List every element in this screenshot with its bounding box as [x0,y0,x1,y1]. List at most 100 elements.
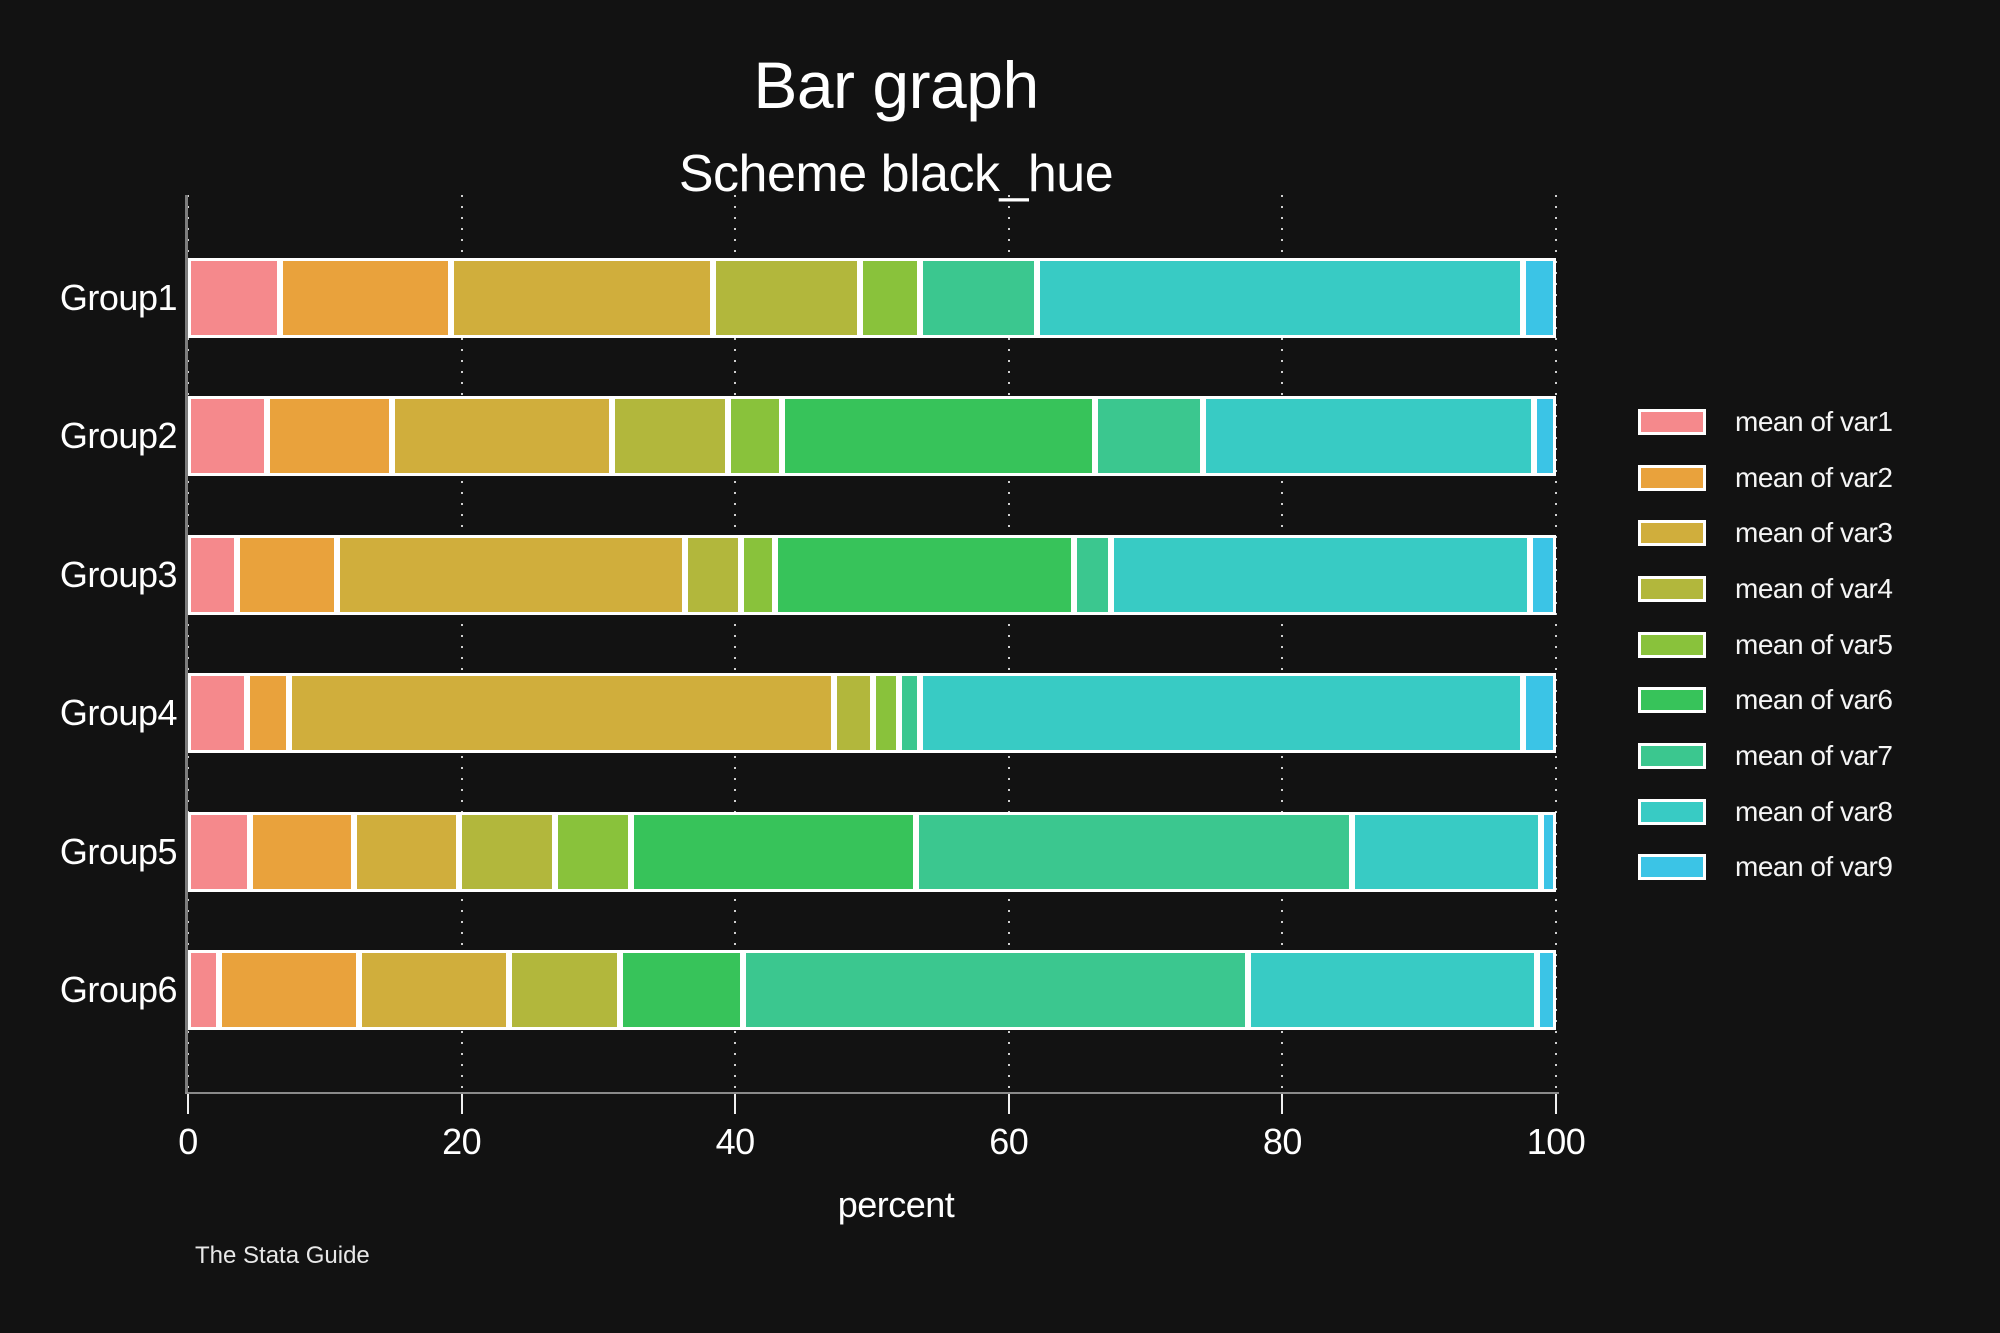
bar-segment-group3-mean-of-var7 [1074,535,1112,615]
bar-segment-group1-mean-of-var1 [188,258,280,338]
legend-item-mean-of-var4: mean of var4 [1638,573,1893,604]
bar-segment-group3-mean-of-var6 [774,535,1075,615]
bar-segment-group5-mean-of-var6 [631,812,916,892]
legend-label-mean-of-var9: mean of var9 [1735,851,1893,882]
bar-segment-group6-mean-of-var1 [188,950,220,1030]
bar-segment-group5-mean-of-var1 [188,812,250,892]
bar-segment-group2-mean-of-var2 [267,396,392,476]
bar-row-group4 [188,673,1556,753]
legend-label-mean-of-var6: mean of var6 [1735,684,1893,715]
legend-item-mean-of-var3: mean of var3 [1638,517,1893,548]
legend-label-mean-of-var4: mean of var4 [1735,573,1893,604]
bar-segment-group4-mean-of-var7 [899,673,920,753]
legend-label-mean-of-var1: mean of var1 [1735,406,1893,437]
bar-segment-group1-mean-of-var3 [450,258,714,338]
legend-item-mean-of-var9: mean of var9 [1638,851,1893,882]
bar-segment-group2-mean-of-var7 [1094,396,1203,476]
bar-segment-group1-mean-of-var2 [279,258,451,338]
source-note: The Stata Guide [195,1242,370,1269]
x-axis-label: percent [837,1184,955,1225]
bar-segment-group4-mean-of-var8 [919,673,1524,753]
bar-segment-group5-mean-of-var9 [1540,812,1556,892]
bar-segment-group2-mean-of-var4 [612,396,729,476]
bar-segment-group2-mean-of-var9 [1534,396,1556,476]
legend-swatch-mean-of-var3 [1638,520,1706,546]
y-axis-label-group1: Group1 [59,277,178,318]
x-tick-label-100: 100 [1526,1121,1586,1162]
bar-segment-group3-mean-of-var8 [1111,535,1530,615]
gridline-60 [1007,195,1010,1092]
bar-segment-group6-mean-of-var3 [358,950,510,1030]
x-tick-label-0: 0 [178,1121,198,1162]
legend-swatch-mean-of-var7 [1638,743,1706,769]
legend-swatch-mean-of-var1 [1638,409,1706,435]
bar-segment-group4-mean-of-var4 [833,673,874,753]
x-axis-line [185,1092,1559,1094]
legend-swatch-mean-of-var4 [1638,576,1706,602]
legend-item-mean-of-var6: mean of var6 [1638,684,1893,715]
bar-segment-group3-mean-of-var5 [740,535,775,615]
bar-segment-group1-mean-of-var7 [919,258,1038,338]
legend-item-mean-of-var5: mean of var5 [1638,630,1893,660]
bar-segment-group4-mean-of-var3 [289,673,834,753]
x-tick-label-40: 40 [715,1121,756,1162]
gridline-0 [187,195,189,1092]
bar-segment-group6-mean-of-var6 [620,950,744,1030]
bar-segment-group2-mean-of-var8 [1203,396,1535,476]
bar-segment-group5-mean-of-var5 [554,812,632,892]
bar-segment-group6-mean-of-var2 [219,950,359,1030]
bar-segment-group4-mean-of-var1 [188,673,247,753]
legend-swatch-mean-of-var9 [1638,854,1706,880]
bar-segment-group6-mean-of-var7 [743,950,1249,1030]
bar-segment-group3-mean-of-var1 [188,535,238,615]
legend-item-mean-of-var8: mean of var8 [1638,796,1893,827]
y-axis-label-group6: Group6 [59,969,178,1010]
gridline-40 [734,195,737,1092]
legend-label-mean-of-var3: mean of var3 [1735,517,1893,548]
gridline-100 [1555,195,1557,1092]
legend-label-mean-of-var7: mean of var7 [1735,740,1893,771]
x-tick-label-60: 60 [989,1121,1029,1162]
x-tick-40 [734,1094,737,1114]
x-tick-20 [460,1094,463,1114]
y-axis-label-group5: Group5 [59,831,178,872]
y-axis-label-group3: Group3 [59,554,178,595]
legend-item-mean-of-var2: mean of var2 [1638,462,1893,493]
bar-segment-group1-mean-of-var8 [1037,258,1524,338]
bar-row-group1 [188,258,1556,338]
x-tick-100 [1555,1094,1557,1114]
bar-segment-group3-mean-of-var3 [337,535,685,615]
bar-row-group6 [188,950,1556,1030]
legend-label-mean-of-var8: mean of var8 [1735,796,1893,827]
bar-row-group2 [188,396,1556,476]
bar-segment-group4-mean-of-var9 [1523,673,1556,753]
bar-segment-group3-mean-of-var9 [1529,535,1556,615]
x-tick-60 [1007,1094,1010,1114]
legend-swatch-mean-of-var2 [1638,465,1706,491]
bar-segment-group6-mean-of-var8 [1248,950,1537,1030]
gridline-20 [460,195,463,1092]
bar-row-group3 [188,535,1556,615]
bar-row-group5 [188,812,1556,892]
bar-segment-group2-mean-of-var3 [391,396,613,476]
x-tick-80 [1281,1094,1284,1114]
legend-swatch-mean-of-var8 [1638,799,1706,825]
bar-segment-group5-mean-of-var2 [249,812,354,892]
legend-label-mean-of-var2: mean of var2 [1735,462,1893,493]
legend-swatch-mean-of-var6 [1638,687,1706,713]
x-tick-label-80: 80 [1262,1121,1303,1162]
bar-segment-group6-mean-of-var9 [1536,950,1556,1030]
bar-segment-group1-mean-of-var9 [1523,258,1556,338]
x-tick-0 [187,1094,189,1114]
gridline-80 [1281,195,1284,1092]
y-axis-line [185,195,188,1092]
bar-segment-group6-mean-of-var4 [509,950,621,1030]
y-axis-label-group4: Group4 [59,692,178,733]
bar-segment-group2-mean-of-var6 [781,396,1095,476]
legend-swatch-mean-of-var5 [1638,632,1706,658]
bar-segment-group3-mean-of-var2 [237,535,338,615]
bar-segment-group5-mean-of-var3 [353,812,459,892]
y-axis-label-group2: Group2 [59,415,178,456]
bar-segment-group4-mean-of-var2 [246,673,290,753]
